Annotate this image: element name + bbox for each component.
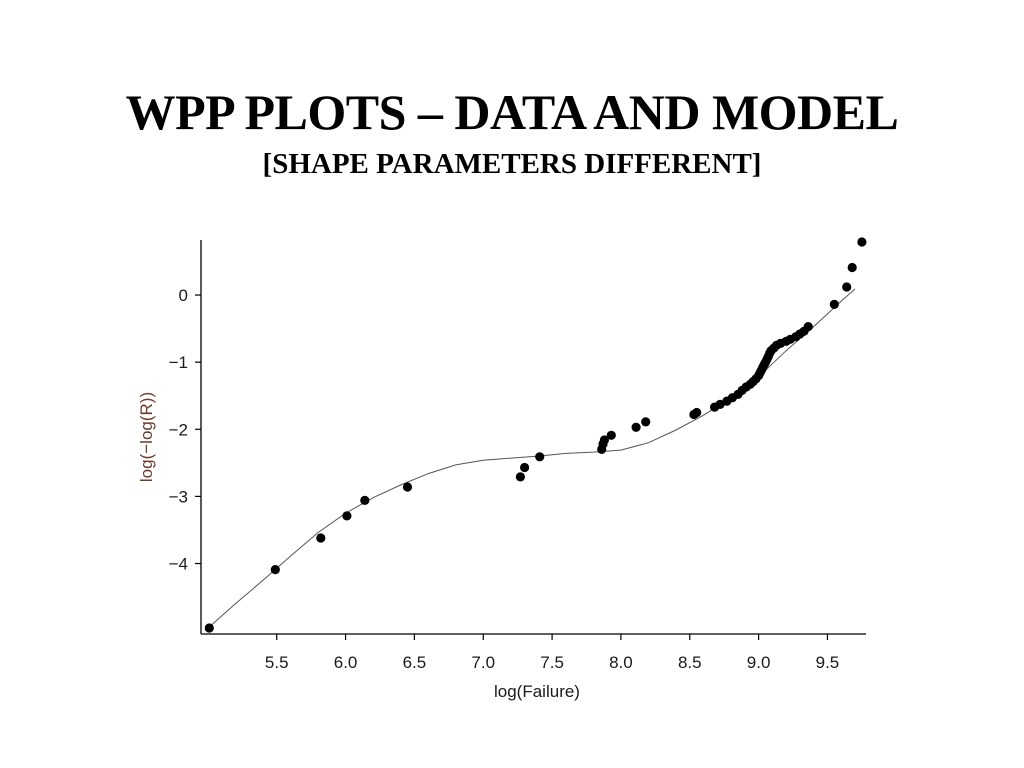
data-points-layer [204,237,867,633]
data-point [342,511,352,521]
data-point [599,435,610,445]
data-point [842,282,852,292]
x-tick-label: 7.5 [540,653,564,672]
axes: 5.5 6.0 6.5 7.0 7.5 8.0 8.5 9.0 9.5 0 −1 −2 −3 −4 [169,240,866,672]
y-tick-label: −2 [169,420,188,439]
model-curve-layer [204,288,856,631]
x-axis-title: log(Failure) [494,682,580,701]
x-tick-label: 8.0 [609,653,633,672]
data-point [270,565,280,575]
x-tick-label: 7.0 [471,653,495,672]
x-tick-label: 6.0 [334,653,358,672]
x-tick-label: 6.5 [403,653,427,672]
y-axis-title: log(−log(R)) [137,392,156,482]
data-point [316,533,326,543]
data-point [606,430,616,440]
y-tick-label: 0 [179,286,188,305]
data-point [715,399,725,409]
y-tick-label: −4 [169,555,188,574]
x-tick-label: 8.5 [678,653,702,672]
data-point [535,452,545,462]
x-tick-label: 5.5 [265,653,289,672]
y-tick-label: −1 [169,353,188,372]
x-tick-label: 9.0 [747,653,771,672]
slide-subtitle: [SHAPE PARAMETERS DIFFERENT] [262,148,762,180]
slide-title: WPP PLOTS – DATA AND MODEL [125,84,899,140]
data-point [631,422,641,432]
x-tick-label: 9.5 [816,653,840,672]
data-point [692,407,702,418]
data-point [402,482,413,492]
y-tick-label: −3 [169,487,188,506]
data-point [360,495,370,505]
data-point [857,237,867,247]
data-point [641,417,651,427]
data-point [520,462,530,473]
model-curve [204,288,856,631]
data-point [515,472,526,482]
data-point [829,299,839,309]
data-point [847,262,857,273]
data-point [204,623,214,633]
data-point [803,322,813,332]
